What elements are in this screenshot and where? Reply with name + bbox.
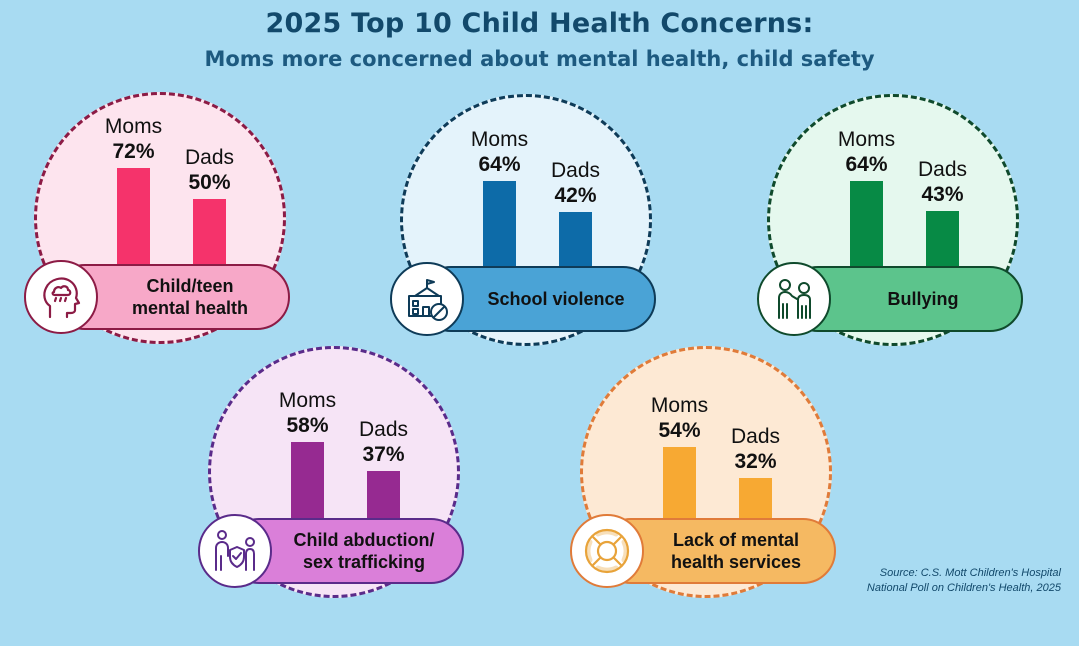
- label-moms: Moms 58%: [263, 390, 353, 436]
- category-label-dads: Dads: [358, 418, 409, 442]
- data-label-moms: 64%: [478, 153, 521, 177]
- category-label-dads: Dads: [550, 159, 601, 183]
- head-rain-cloud-icon: [24, 260, 98, 334]
- label-moms: Moms 72%: [89, 116, 179, 162]
- bar-dads: [926, 210, 959, 271]
- data-label-dads: 32%: [734, 450, 777, 474]
- data-label-dads: 37%: [362, 443, 405, 467]
- category-label-dads: Dads: [184, 146, 235, 169]
- lifebuoy-icon: [570, 514, 644, 588]
- data-label-dads: 42%: [554, 184, 597, 208]
- data-label-moms: 64%: [845, 153, 888, 177]
- chart-panel-school-violence: Moms 64% Dads 42% School violence: [388, 94, 688, 394]
- data-label-moms: 58%: [286, 413, 329, 437]
- bar-area: [388, 94, 688, 271]
- chart-panel-mh-services: Moms 54% Dads 32% Lack of mental health …: [568, 346, 868, 646]
- bar-area: [22, 92, 322, 269]
- category-title: Child/teen mental health: [131, 275, 249, 319]
- category-label-moms: Moms: [837, 128, 896, 152]
- label-moms: Moms 54%: [635, 395, 725, 441]
- chart-panel-bullying: Moms 64% Dads 43% Bullying: [755, 94, 1055, 394]
- bar-moms: [663, 447, 696, 523]
- label-dads: Dads 32%: [711, 426, 801, 472]
- category-label-dads: Dads: [730, 425, 781, 449]
- bullying-people-icon: [757, 262, 831, 336]
- category-title: School violence: [487, 288, 625, 309]
- page-title: 2025 Top 10 Child Health Concerns:: [265, 8, 814, 39]
- category-label-moms: Moms: [470, 128, 529, 152]
- source-line-2: National Poll on Children's Health, 2025: [866, 581, 1061, 594]
- bar-area: [568, 346, 868, 523]
- category-label-moms: Moms: [650, 394, 709, 418]
- bar-area: [755, 94, 1055, 271]
- page-subtitle: Moms more concerned about mental health,…: [204, 47, 875, 71]
- source-line-1: Source: C.S. Mott Children's Hospital: [879, 567, 1061, 579]
- label-dads: Dads 43%: [898, 159, 988, 205]
- bar-dads: [559, 212, 592, 271]
- bar-moms: [291, 441, 324, 523]
- data-label-dads: 50%: [188, 171, 231, 194]
- label-moms: Moms 64%: [822, 129, 912, 175]
- category-label-moms: Moms: [278, 388, 337, 412]
- category-title: Bullying: [887, 288, 959, 309]
- data-label-dads: 43%: [921, 182, 964, 206]
- adult-child-shield-icon: [198, 514, 272, 588]
- bar-area: [196, 346, 496, 523]
- bar-dads: [367, 471, 400, 523]
- category-label-moms: Moms: [104, 115, 163, 139]
- bar-dads: [739, 478, 772, 523]
- category-title: Child abduction/ sex trafficking: [293, 529, 435, 573]
- data-label-moms: 54%: [658, 419, 701, 443]
- school-prohibited-icon: [390, 262, 464, 336]
- label-dads: Dads 37%: [339, 419, 429, 465]
- label-dads: Dads 50%: [165, 147, 255, 193]
- source-note: Source: C.S. Mott Children's Hospital Na…: [821, 566, 1061, 596]
- category-label-dads: Dads: [917, 157, 968, 181]
- bar-moms: [850, 181, 883, 271]
- category-title: Lack of mental health services: [670, 529, 802, 573]
- label-moms: Moms 64%: [455, 129, 545, 175]
- chart-panel-abduction: Moms 58% Dads 37% Child abduction/ sex t…: [196, 346, 496, 646]
- bar-moms: [117, 168, 150, 269]
- chart-panel-mental-health: Moms 72% Dads 50% Child/teen mental heal…: [22, 92, 322, 392]
- label-dads: Dads 42%: [531, 160, 621, 206]
- data-label-moms: 72%: [112, 140, 155, 164]
- bar-moms: [483, 181, 516, 271]
- bar-dads: [193, 199, 226, 269]
